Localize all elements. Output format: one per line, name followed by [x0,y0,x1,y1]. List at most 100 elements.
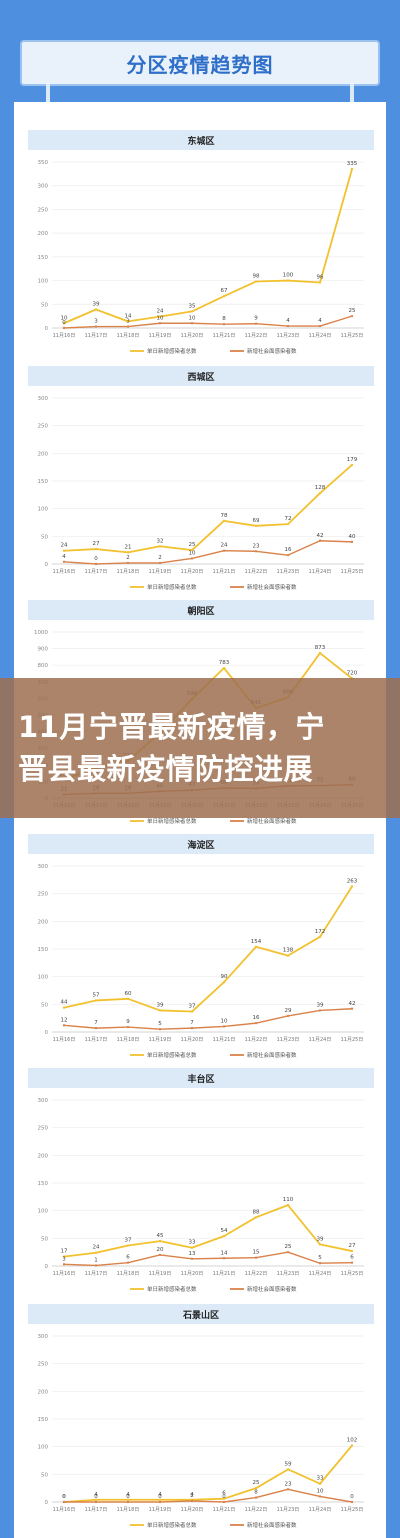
x-tick-label: 11月18日 [117,333,140,339]
y-tick-label: 1000 [34,630,48,636]
data-label: 78 [221,513,228,519]
data-point [254,1256,258,1259]
data-label: 21 [125,544,132,550]
data-point [318,281,322,284]
data-point [254,280,258,283]
y-tick-label: 0 [45,1030,49,1036]
x-tick-label: 11月16日 [53,1037,76,1043]
data-label: 179 [347,457,358,463]
data-label: 24 [221,543,228,549]
data-label: 39 [317,1002,324,1008]
x-tick-label: 11月19日 [149,1037,172,1043]
data-point [222,1500,226,1504]
data-label: 25 [253,1480,260,1486]
data-point [318,935,322,939]
data-point [62,1263,66,1266]
data-point [286,1250,290,1254]
data-label: 4 [94,1492,98,1498]
chart-panel-fengtai: 丰台区 0 50 100 150 200 250 300 11月16日 11月17日 11月18日… [28,1068,374,1298]
data-label: 100 [283,273,294,279]
y-tick-label: 100 [38,1209,49,1215]
data-label: 40 [349,534,356,540]
x-tick-label: 11月20日 [181,1271,204,1277]
y-tick-label: 0 [45,1500,49,1506]
data-label: 37 [125,1238,132,1244]
data-label: 6 [222,1491,226,1497]
data-label: 7 [190,1020,194,1026]
data-label: 10 [157,315,164,321]
data-label: 24 [61,543,68,549]
x-tick-label: 11月21日 [213,333,236,339]
legend-label: 新增社会面感染者数 [247,583,297,591]
data-point [62,1006,66,1009]
data-label: 4 [158,1492,162,1498]
line-chart-haidian: 0 50 100 150 200 250 300 11月16日 11月17日 11月18日 11月1… [38,864,364,1059]
data-point [318,491,322,495]
data-label: 2 [158,555,162,561]
x-tick-label: 11月22日 [245,1507,268,1513]
x-tick-label: 11月25日 [341,1507,364,1513]
series-line-2 [63,540,353,565]
y-tick-label: 250 [38,207,49,213]
data-point [62,549,66,552]
line-chart-fengtai: 0 50 100 150 200 250 300 11月16日 11月17日 11月18日 11月1… [38,1098,364,1293]
x-tick-label: 11月25日 [341,333,364,339]
data-point [318,324,322,328]
x-tick-label: 11月18日 [117,1037,140,1043]
data-label: 0 [94,556,98,562]
data-point [190,322,194,325]
data-label: 60 [125,991,132,997]
x-tick-label: 11月17日 [85,1507,108,1513]
data-point [62,560,66,563]
data-point [350,1249,354,1253]
y-tick-label: 300 [38,396,49,402]
data-point [318,539,322,542]
data-point [158,1500,162,1504]
data-point [94,1026,98,1030]
data-point [222,1025,226,1028]
data-point [126,325,130,328]
data-label: 69 [253,518,260,524]
chart-board [14,102,386,1538]
y-tick-label: 150 [38,947,49,953]
y-tick-label: 150 [38,1181,49,1187]
chart-panel-shijingshan: 石景山区 0 50 100 150 200 250 300 11月16日 11月17日 11月18… [28,1304,374,1534]
data-point [190,1499,194,1503]
data-label: 0 [62,1494,66,1500]
data-point [350,463,354,467]
data-label: 17 [61,1249,68,1255]
data-label: 25 [189,542,196,548]
data-label: 0 [126,1494,130,1500]
data-point [254,945,258,948]
data-label: 9 [126,1019,130,1025]
hanging-rope-right [350,84,354,106]
y-tick-label: 0 [45,562,49,568]
data-label: 4 [62,554,66,560]
data-label: 263 [347,878,358,884]
series-line-1 [63,1444,353,1503]
data-point [94,1498,98,1501]
y-tick-label: 100 [38,507,49,513]
x-tick-label: 11月23日 [277,1271,300,1277]
data-label: 6 [350,1255,354,1261]
x-tick-label: 11月18日 [117,569,140,575]
x-tick-label: 11月24日 [309,569,332,575]
data-point [126,1244,130,1247]
data-label: 72 [285,516,292,522]
x-tick-label: 11月22日 [245,569,268,575]
data-label: 0 [62,320,66,326]
data-point [94,308,98,311]
data-point [318,1009,322,1012]
y-tick-label: 300 [38,1334,49,1340]
data-point [318,1262,322,1265]
data-label: 2 [190,1493,194,1499]
x-tick-label: 11月24日 [309,1271,332,1277]
x-tick-label: 11月25日 [341,569,364,575]
data-point [62,1255,66,1258]
headline-line-1: 11月宁晋最新疫情，宁 [18,710,325,744]
data-label: 57 [93,992,100,998]
data-label: 5 [158,1021,162,1027]
y-tick-label: 50 [41,534,48,540]
data-point [190,310,194,313]
